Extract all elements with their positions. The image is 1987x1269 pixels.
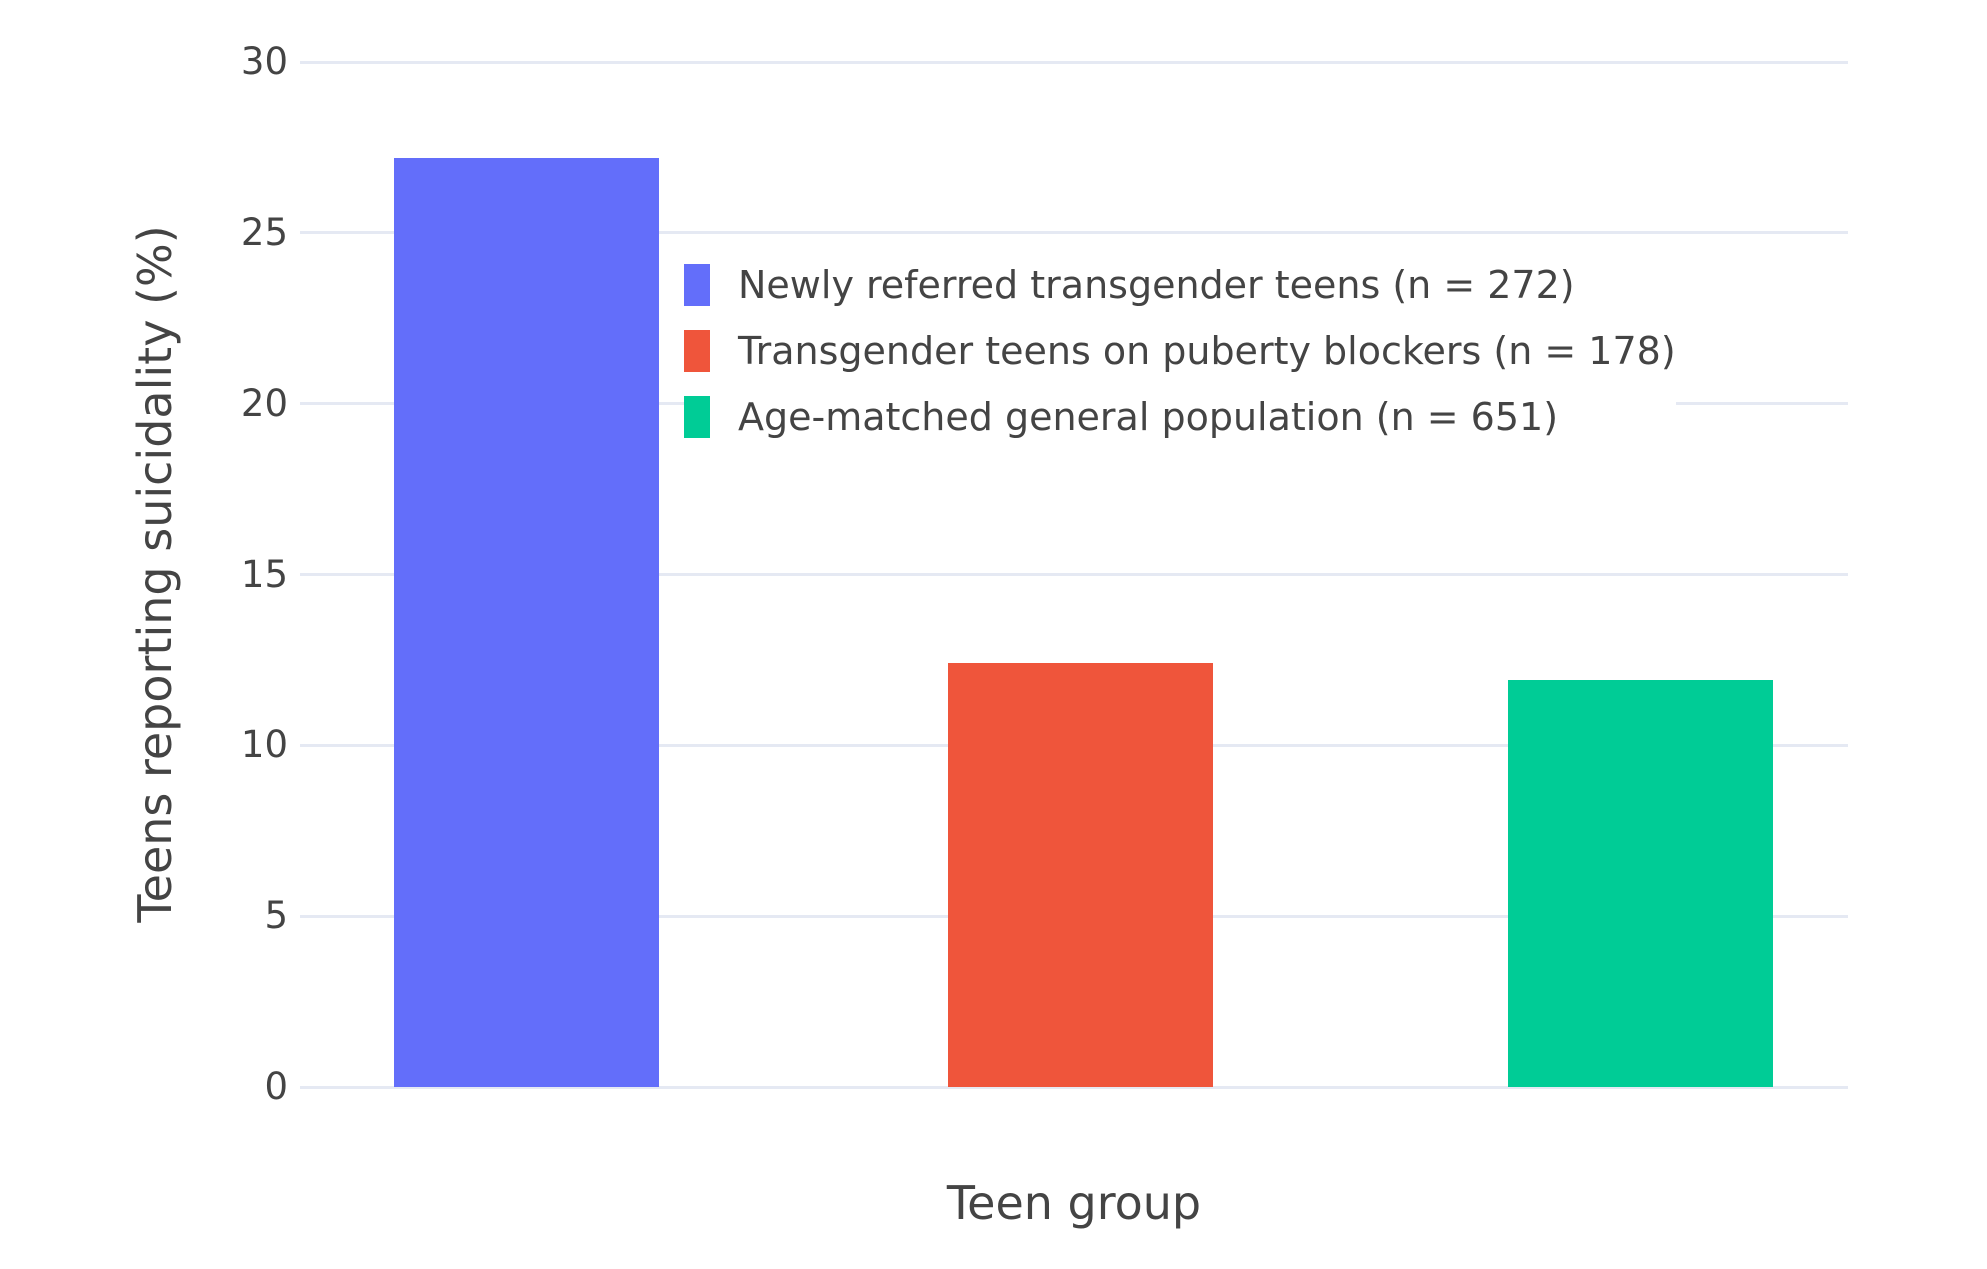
legend-label: Age-matched general population (n = 651) <box>738 395 1559 439</box>
legend-item-2[interactable]: Transgender teens on puberty blockers (n… <box>684 330 1676 372</box>
y-tick-label-5: 5 <box>264 894 288 938</box>
plot-area <box>300 60 1848 1089</box>
y-tick-label-30: 30 <box>240 40 288 83</box>
y-tick-label-25: 25 <box>240 210 288 254</box>
y-tick-label-20: 20 <box>240 381 288 425</box>
legend: Newly referred transgender teens (n = 27… <box>684 264 1676 438</box>
legend-label: Newly referred transgender teens (n = 27… <box>738 263 1575 307</box>
bar-1 <box>393 157 659 1087</box>
legend-swatch-icon <box>684 264 710 306</box>
gridline-y-15 <box>300 573 1848 576</box>
gridline-y-0 <box>300 1085 1848 1089</box>
x-axis-title: Teen group <box>946 1176 1202 1230</box>
gridline-y-30 <box>300 60 1848 64</box>
y-tick-label-15: 15 <box>240 552 288 596</box>
legend-item-3[interactable]: Age-matched general population (n = 651) <box>684 396 1676 438</box>
bar-3 <box>1508 680 1774 1087</box>
gridline-y-25 <box>300 231 1848 235</box>
legend-label: Transgender teens on puberty blockers (n… <box>738 329 1676 373</box>
legend-swatch-icon <box>684 330 710 372</box>
bar-2 <box>947 663 1213 1087</box>
y-tick-label-10: 10 <box>240 723 288 767</box>
legend-item-1[interactable]: Newly referred transgender teens (n = 27… <box>684 264 1676 306</box>
legend-swatch-icon <box>684 396 710 438</box>
y-tick-label-0: 0 <box>264 1065 288 1108</box>
